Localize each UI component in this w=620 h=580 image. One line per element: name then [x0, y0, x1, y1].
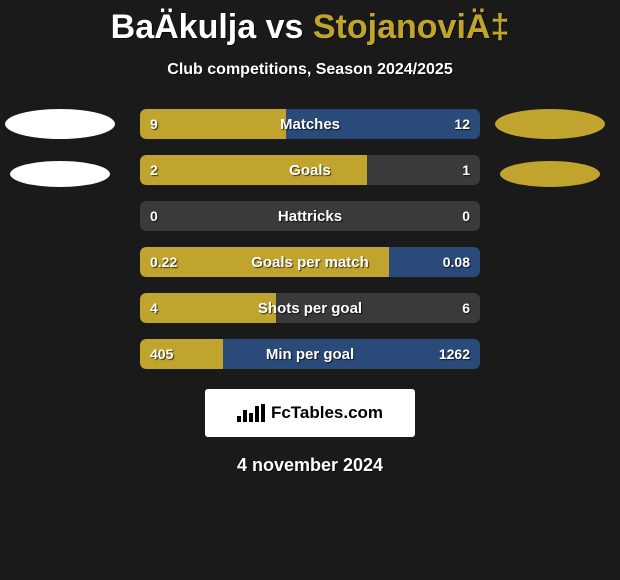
stat-row: 00Hattricks — [140, 201, 480, 231]
fctables-logo[interactable]: FcTables.com — [205, 389, 415, 437]
decor-ellipse — [500, 161, 600, 187]
stat-label: Goals per match — [140, 247, 480, 277]
bar-chart-icon — [237, 404, 265, 422]
vs-text: vs — [266, 8, 304, 46]
decor-ellipse — [495, 109, 605, 139]
stat-label: Hattricks — [140, 201, 480, 231]
comparison-title: BaÄkulja vs StojanoviÄ‡ — [0, 0, 620, 47]
stat-row: 912Matches — [140, 109, 480, 139]
stat-label: Goals — [140, 155, 480, 185]
stat-row: 4051262Min per goal — [140, 339, 480, 369]
stat-row: 21Goals — [140, 155, 480, 185]
stat-label: Min per goal — [140, 339, 480, 369]
stat-label: Shots per goal — [140, 293, 480, 323]
stat-label: Matches — [140, 109, 480, 139]
logo-text: FcTables.com — [271, 403, 383, 423]
subtitle: Club competitions, Season 2024/2025 — [0, 61, 620, 79]
player1-name: BaÄkulja — [111, 8, 257, 46]
decor-ellipse — [10, 161, 110, 187]
comparison-stage: 912Matches 21Goals 00Hattricks 0.220.08Goal… — [0, 109, 620, 379]
stat-rows: 912Matches 21Goals 00Hattricks 0.220.08Goal… — [140, 109, 480, 385]
decor-ellipse — [5, 109, 115, 139]
stat-row: 46Shots per goal — [140, 293, 480, 323]
date-text: 4 november 2024 — [0, 455, 620, 476]
stat-row: 0.220.08Goals per match — [140, 247, 480, 277]
player2-name: StojanoviÄ‡ — [313, 8, 509, 46]
